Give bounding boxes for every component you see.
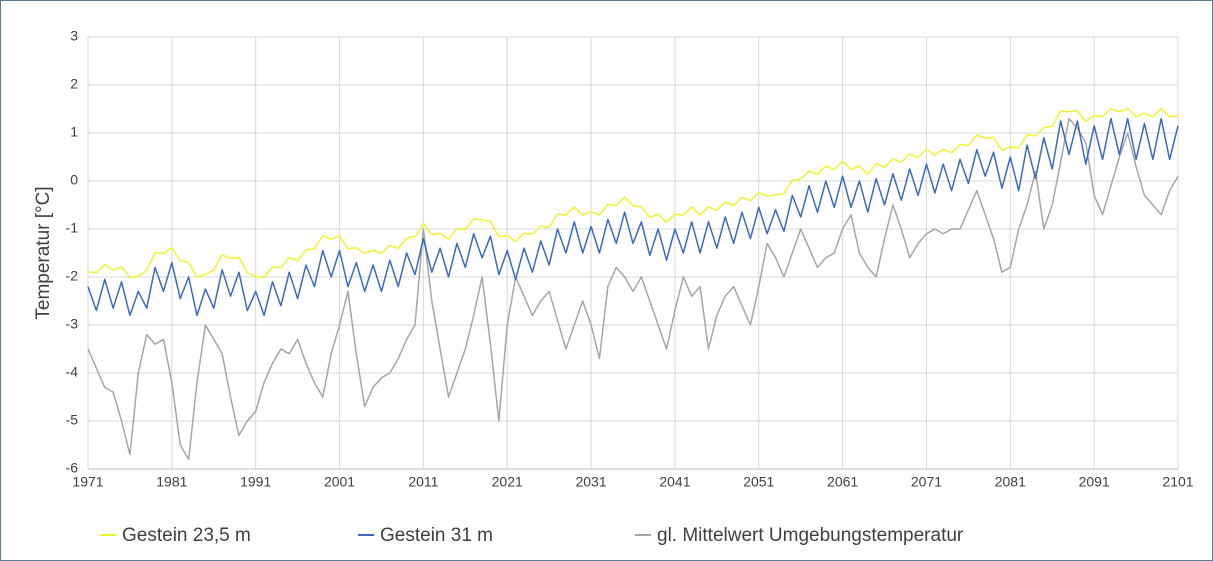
y-tick-label: -1 — [66, 220, 79, 236]
legend-label: Gestein 31 m — [380, 525, 493, 546]
x-tick-label: 2081 — [995, 474, 1026, 490]
x-tick-label: 2091 — [1079, 474, 1110, 490]
x-tick-label: 2021 — [492, 474, 523, 490]
legend-label: Gestein 23,5 m — [122, 525, 251, 546]
x-tick-label: 2061 — [827, 474, 858, 490]
y-tick-label: -5 — [66, 412, 79, 428]
x-tick-label: 1981 — [156, 474, 187, 490]
x-tick-label: 2011 — [408, 474, 438, 490]
legend-label: gl. Mittelwert Umgebungstemperatur — [657, 525, 964, 546]
x-tick-label: 1991 — [240, 474, 271, 490]
y-tick-label: -2 — [66, 268, 79, 284]
x-tick-label: 2041 — [659, 474, 690, 490]
x-tick-label: 2071 — [911, 474, 942, 490]
x-tick-label: 2031 — [575, 474, 606, 490]
y-tick-label: -4 — [66, 364, 79, 380]
y-tick-label: -6 — [66, 460, 79, 476]
y-tick-label: 1 — [70, 124, 78, 140]
y-tick-label: 0 — [70, 172, 78, 188]
series-line — [87, 117, 1179, 461]
series-line — [87, 107, 1179, 279]
y-tick-label: 2 — [70, 76, 78, 92]
x-tick-label: 2001 — [324, 474, 355, 490]
y-axis-title: Temperatur [°C] — [33, 186, 54, 319]
x-tick-label: 1971 — [72, 474, 103, 490]
y-tick-label: -3 — [66, 316, 79, 332]
x-tick-label: 2101 — [1162, 474, 1193, 490]
y-tick-label: 3 — [70, 28, 78, 44]
series-line — [87, 117, 1179, 317]
x-tick-label: 2051 — [743, 474, 774, 490]
